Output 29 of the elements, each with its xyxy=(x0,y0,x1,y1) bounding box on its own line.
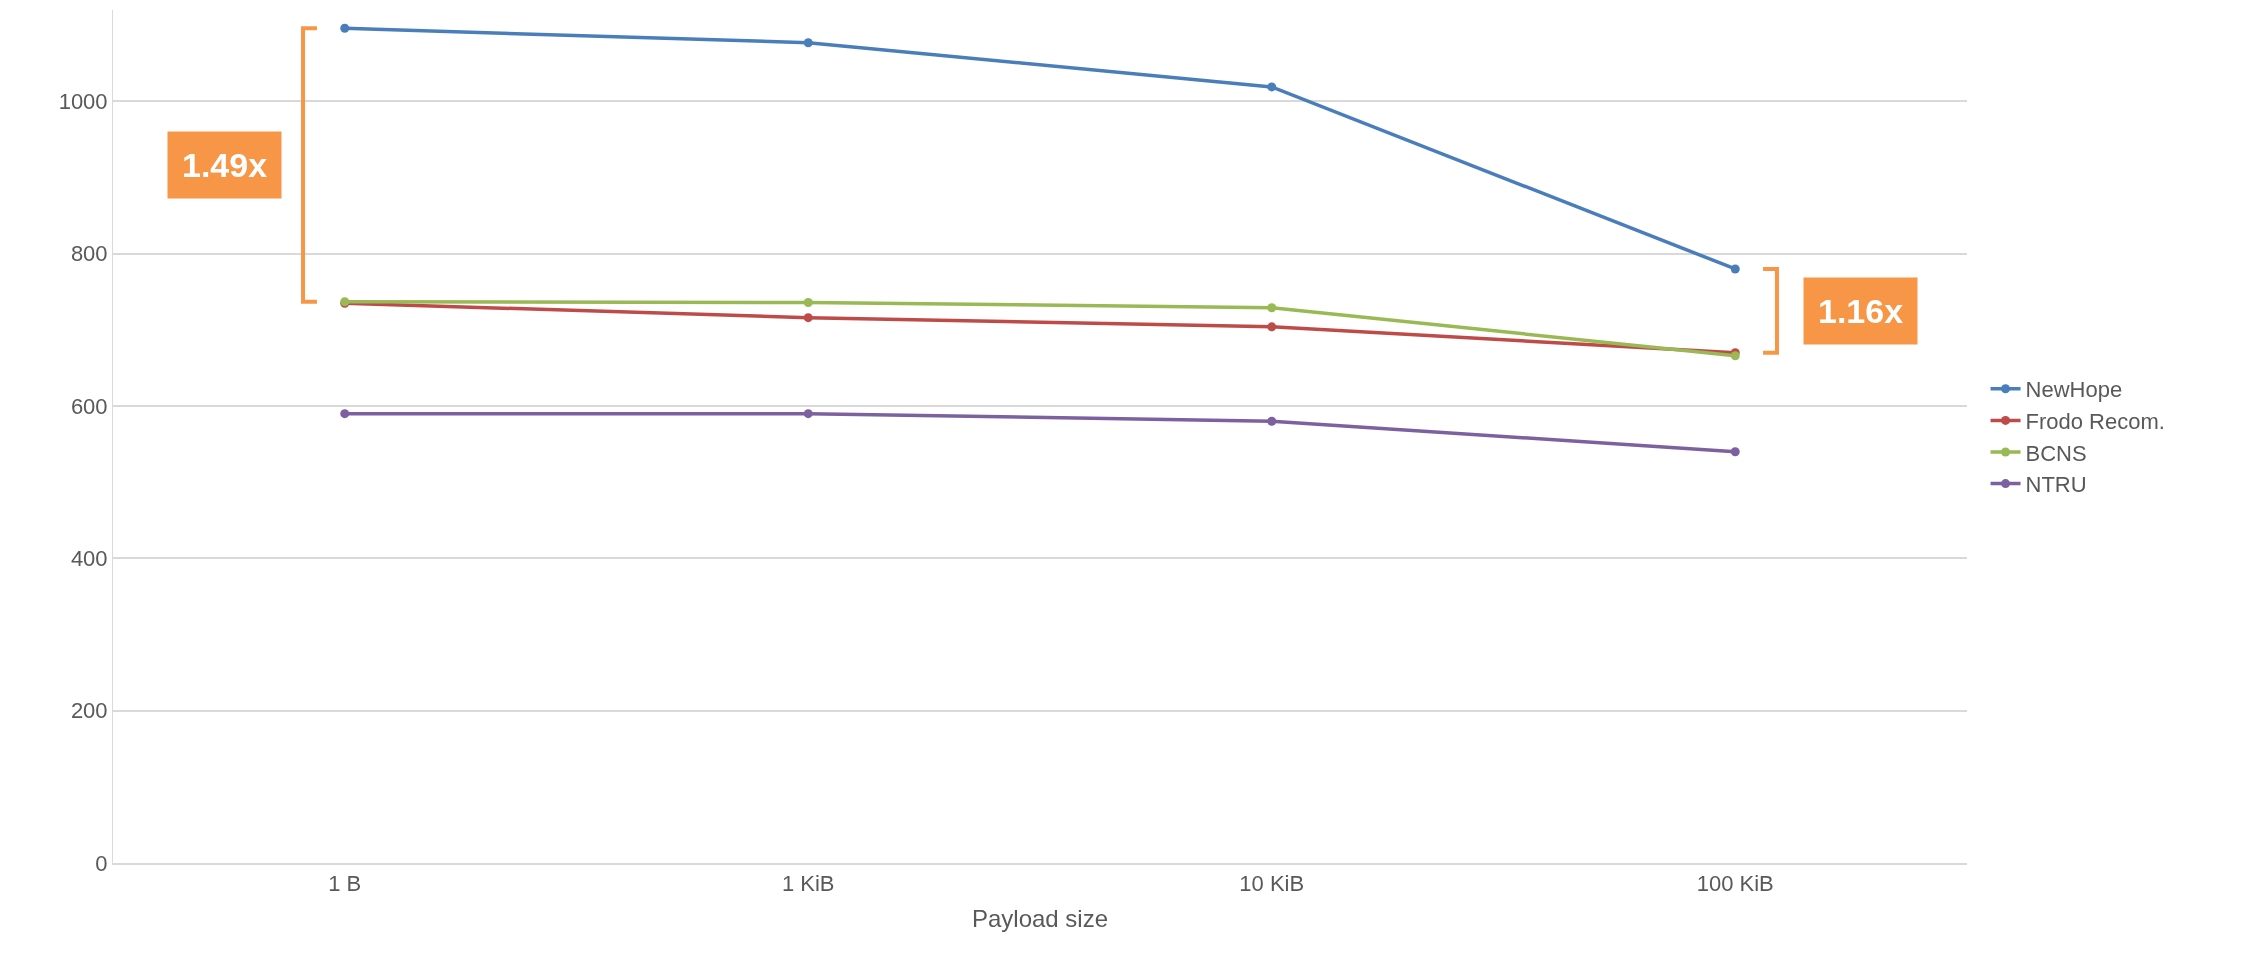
point xyxy=(340,409,350,419)
y-tick-label: 200 xyxy=(70,698,108,724)
point xyxy=(1730,447,1740,457)
x-axis-title: Payload size xyxy=(971,905,1109,933)
y-tick-label: 1000 xyxy=(58,89,108,115)
y-tick-label: 0 xyxy=(95,850,108,876)
x-tick-label: 1 KiB xyxy=(781,871,835,897)
point xyxy=(1267,82,1277,92)
x-tick-label: 10 KiB xyxy=(1239,871,1305,897)
point xyxy=(803,38,813,48)
legend-label: NTRU xyxy=(2025,472,2087,498)
annotation: 1.49x xyxy=(182,146,268,184)
x-tick-label: 1 B xyxy=(328,871,362,897)
point xyxy=(803,313,813,323)
point xyxy=(1730,264,1740,274)
point xyxy=(803,409,813,419)
point xyxy=(803,297,813,307)
y-tick-label: 400 xyxy=(70,546,108,572)
annotation: 1.16x xyxy=(1818,292,1904,330)
point xyxy=(1267,416,1277,426)
point xyxy=(1267,303,1277,313)
point xyxy=(340,23,350,33)
legend-label: BCNS xyxy=(2025,440,2087,466)
y-tick-label: 800 xyxy=(70,241,108,267)
legend-label: Frodo Recom. xyxy=(2025,408,2165,434)
point xyxy=(1267,322,1277,332)
legend-label: NewHope xyxy=(2025,377,2123,403)
x-tick-label: 100 KiB xyxy=(1696,871,1774,897)
y-tick-label: 600 xyxy=(70,393,108,419)
